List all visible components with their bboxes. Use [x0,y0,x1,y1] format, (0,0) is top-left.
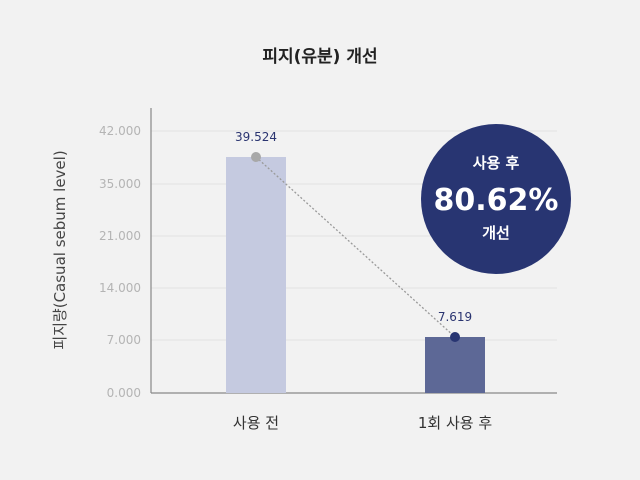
y-tick-label: 7.000 [107,333,141,347]
x-axis-ticks: 사용 전 1회 사용 후 [233,414,492,432]
y-tick-label: 14.000 [99,281,141,295]
badge-line1: 사용 후 [473,154,520,172]
data-label: 7.619 [438,310,472,324]
x-tick-label: 1회 사용 후 [418,414,492,432]
trend-connector [255,156,456,338]
y-tick-label: 21.000 [99,229,141,243]
x-tick-label: 사용 전 [233,414,279,432]
chart-title: 피지(유분) 개선 [262,47,377,67]
y-tick-label: 42.000 [99,124,141,138]
data-point [251,152,261,162]
y-axis-ticks: 0.000 7.000 14.000 21.000 35.000 42.000 [99,124,141,400]
y-axis-label: 피지량(Casual sebum level) [51,150,69,349]
trend-line: 39.524 7.619 [235,130,472,342]
y-tick-label: 35.000 [99,177,141,191]
improvement-badge: 사용 후 80.62% 개선 [421,124,571,274]
badge-value: 80.62% [434,183,559,218]
bars [226,157,485,393]
badge-circle [421,124,571,274]
bar [226,157,286,393]
data-point [450,332,460,342]
badge-line2: 개선 [482,224,510,242]
data-label: 39.524 [235,130,277,144]
y-tick-label: 0.000 [107,386,141,400]
bar [425,337,485,393]
